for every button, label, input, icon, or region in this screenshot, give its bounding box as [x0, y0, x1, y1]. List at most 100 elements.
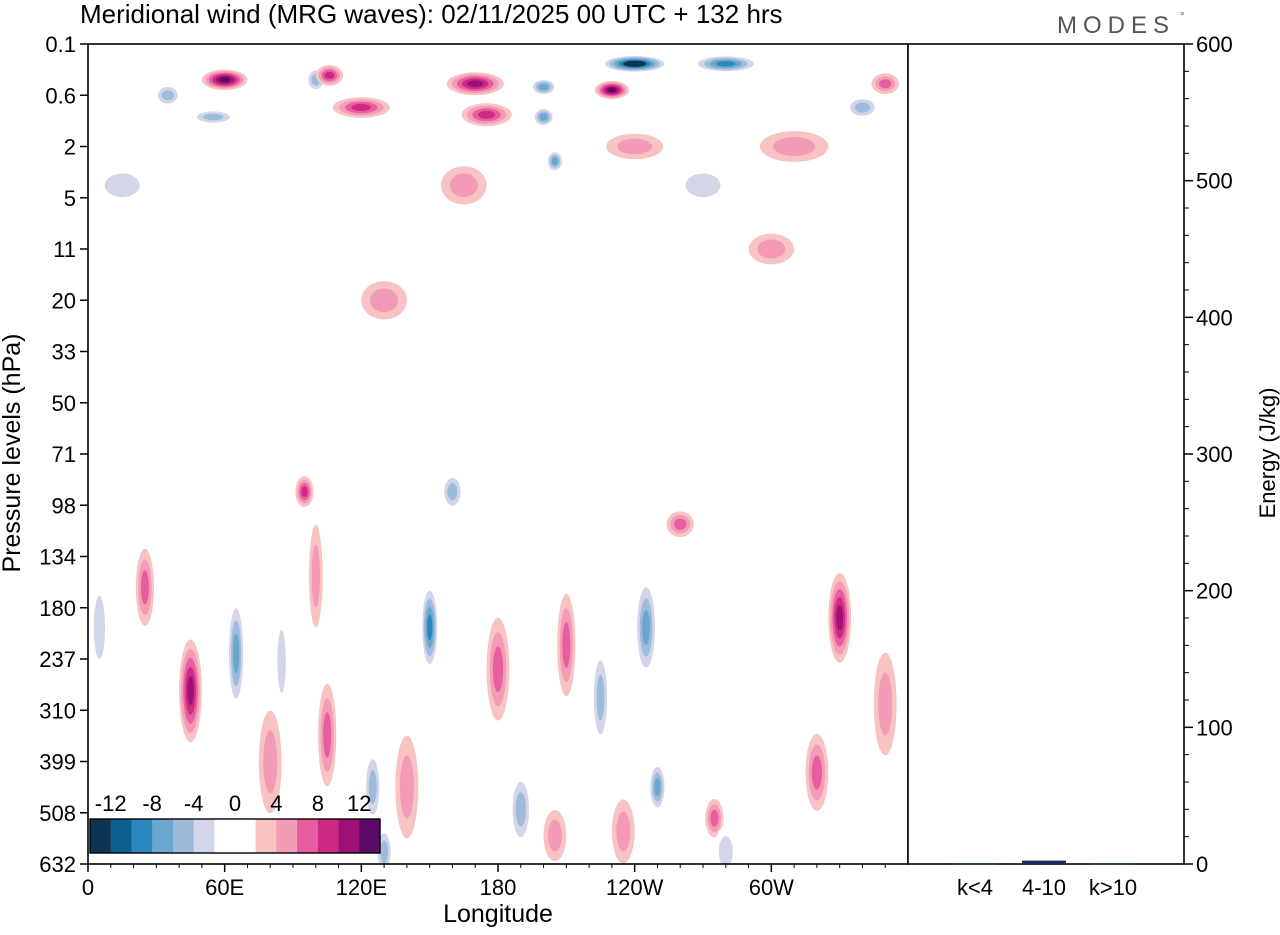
- wind-contour-19-1: [104, 173, 140, 198]
- wind-contour-17-1: [773, 137, 816, 156]
- wind-contour-42-1: [878, 672, 893, 736]
- y-tick-label-15: 508: [39, 801, 76, 826]
- brand-logo: MODES °: [1057, 11, 1184, 39]
- x-axis-label: Longitude: [443, 900, 553, 928]
- energy-tick-label-5: 500: [1196, 169, 1233, 194]
- wind-contour-48-1: [311, 544, 320, 608]
- wind-contour-1-3: [324, 71, 335, 79]
- colorbar-swatch-9: [276, 819, 298, 853]
- wind-contour-46-1: [718, 836, 733, 864]
- y-tick-label-6: 33: [52, 340, 76, 365]
- wind-contour-50-1: [399, 755, 414, 819]
- x-tick-label-5: 60W: [749, 875, 794, 900]
- energy-tick-label-0: 0: [1196, 852, 1208, 877]
- wind-contour-25-2: [674, 518, 687, 530]
- colorbar-swatch-5: [193, 819, 215, 853]
- y-tick-label-10: 134: [39, 545, 76, 570]
- wind-contour-33-2: [492, 646, 504, 692]
- wind-contour-3-6: [627, 61, 642, 66]
- wind-contour-39-3: [654, 778, 661, 796]
- wind-contour-29-3: [232, 633, 240, 674]
- wind-contour-37-2: [368, 769, 377, 805]
- wind-contour-14-2: [879, 79, 892, 89]
- colorbar-label-2: -4: [184, 791, 204, 816]
- energy-category-label-1: 4-10: [1022, 875, 1066, 900]
- wind-contour-15-3: [551, 157, 559, 166]
- y-tick-label-5: 20: [52, 288, 76, 313]
- wind-contour-32-1: [277, 629, 286, 693]
- wind-contour-8-2: [161, 90, 174, 101]
- colorbar-label-5: 8: [312, 791, 324, 816]
- wind-contour-38-2: [380, 840, 389, 864]
- pressure-axis: 0.1 0.6 2 5 11 20 33 50 71 98 134 180 237 310 399 508 63…: [39, 32, 88, 877]
- colorbar-label-1: -8: [142, 791, 162, 816]
- energy-panel: 0 100 200 300 400 500 600 k<4 4-10 k>10: [907, 32, 1233, 900]
- energy-category-label-0: k<4: [957, 875, 993, 900]
- energy-bar-2: [1091, 863, 1135, 865]
- wind-contour-7-5: [607, 87, 617, 93]
- y-tick-label-7: 50: [52, 391, 76, 416]
- wind-contour-44-1: [547, 819, 562, 852]
- energy-category-label-2: k>10: [1089, 875, 1137, 900]
- colorbar-swatch-10: [297, 819, 319, 853]
- y-tick-label-0: 0.1: [45, 32, 76, 57]
- longitude-axis: 0 60E 120E 180 120W 60W: [82, 864, 886, 900]
- colorbar-swatch-12: [338, 819, 360, 853]
- wind-contour-23-3: [301, 486, 308, 498]
- colorbar-swatch-11: [317, 819, 339, 853]
- energy-bar-0: [953, 863, 997, 865]
- energy-tick-label-6: 600: [1196, 32, 1233, 57]
- x-tick-label-4: 120W: [606, 875, 664, 900]
- y-tick-label-14: 399: [39, 750, 76, 775]
- wind-contour-35-2: [596, 674, 605, 721]
- wind-contour-47-1: [93, 595, 105, 659]
- wind-contour-10-3: [477, 110, 496, 119]
- wind-contour-11-2: [203, 113, 224, 121]
- x-tick-label-2: 120E: [336, 875, 387, 900]
- wind-contour-22-1: [757, 239, 786, 259]
- wind-contour-41-2: [811, 755, 823, 790]
- x-tick-label-3: 180: [480, 875, 517, 900]
- wind-contour-28-3: [642, 609, 651, 646]
- wind-contour-26-4: [836, 605, 843, 631]
- energy-frame: [907, 43, 1185, 865]
- wind-contour-24-2: [447, 483, 458, 501]
- plot-frame: [87, 43, 909, 865]
- wind-contour-30-4: [187, 676, 194, 706]
- colorbar: -12 -8 -4 0 4 8 12: [89, 791, 381, 854]
- wind-contour-20-1: [685, 173, 721, 198]
- wind-contour-27-4: [427, 614, 433, 641]
- wind-contour-18-1: [449, 173, 478, 198]
- wind-contour-16-1: [617, 138, 653, 155]
- colorbar-swatch-6: [214, 819, 236, 853]
- wind-contour-5-4: [467, 80, 484, 87]
- brand-mark: °: [1180, 11, 1184, 23]
- colorbar-label-0: -12: [95, 791, 127, 816]
- y-tick-label-13: 310: [39, 698, 76, 723]
- wind-contour-36-2: [323, 712, 332, 758]
- brand-text: MODES: [1057, 12, 1175, 39]
- wind-contour-21-1: [370, 288, 399, 313]
- colorbar-swatch-8: [255, 819, 277, 853]
- colorbar-frame: [89, 818, 381, 854]
- y-tick-label-9: 98: [52, 493, 76, 518]
- heatmap-layer: [87, 43, 909, 865]
- wind-contour-4-4: [716, 61, 736, 67]
- y-tick-label-8: 71: [52, 442, 76, 467]
- wind-contour-31-2: [140, 570, 149, 605]
- energy-tick-label-1: 100: [1196, 715, 1233, 740]
- colorbar-swatch-4: [172, 819, 194, 853]
- y-tick-label-12: 237: [39, 647, 76, 672]
- colorbar-swatch-0: [90, 819, 112, 853]
- energy-axis-label: Energy (J/kg): [1255, 388, 1280, 519]
- wind-contour-6-3: [538, 83, 549, 91]
- y-axis-label: Pressure levels (hPa): [0, 334, 26, 573]
- wind-contour-43-2: [515, 792, 526, 827]
- energy-bar-1: [1022, 860, 1066, 864]
- colorbar-swatch-1: [110, 819, 132, 853]
- wind-contour-45-1: [616, 811, 631, 852]
- energy-tick-label-2: 200: [1196, 579, 1233, 604]
- y-tick-label-11: 180: [39, 596, 76, 621]
- chart-title: Meridional wind (MRG waves): 02/11/2025 …: [80, 0, 783, 29]
